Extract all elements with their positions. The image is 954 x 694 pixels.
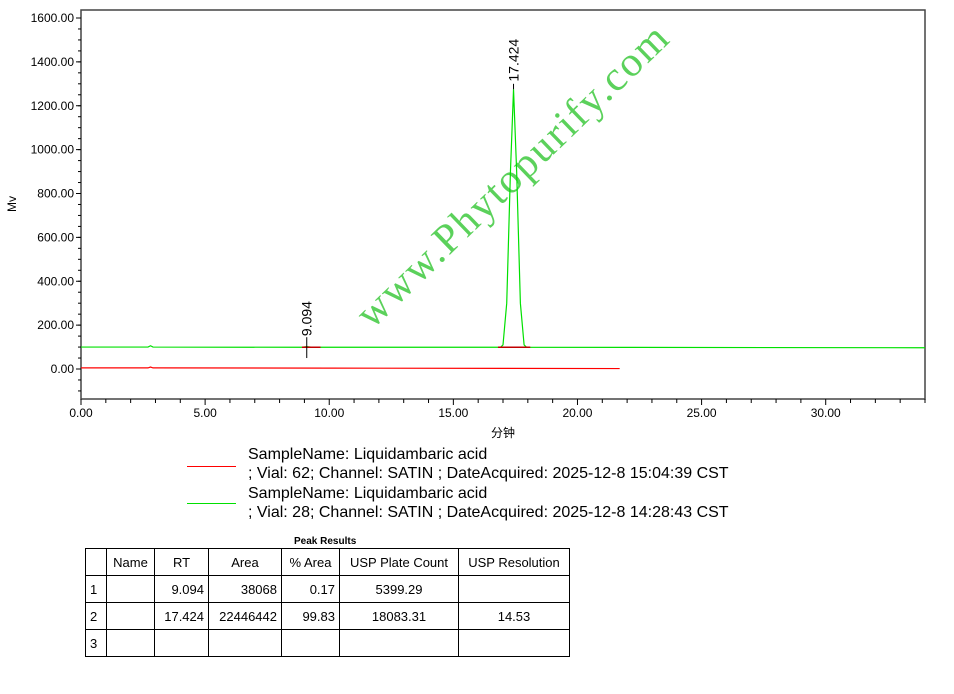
x-tick-label: 5.00 bbox=[193, 406, 217, 420]
table-title: Peak Results bbox=[294, 536, 357, 547]
legend-text: SampleName: Liquidambaric acid bbox=[248, 446, 488, 463]
header-cell: Area bbox=[208, 548, 282, 576]
table-row: 1 9.094 38068 0.17 5399.29 bbox=[85, 575, 570, 603]
x-tick-label: 15.00 bbox=[438, 406, 468, 420]
header-cell: RT bbox=[154, 548, 209, 576]
legend-text: ; Vial: 62; Channel: SATIN ; DateAcquire… bbox=[248, 465, 729, 482]
y-tick-label: 0.00 bbox=[51, 362, 75, 376]
legend-text: SampleName: Liquidambaric acid bbox=[248, 485, 488, 502]
cell bbox=[106, 575, 155, 603]
cell: 5399.29 bbox=[339, 575, 459, 603]
cell: 3 bbox=[85, 629, 107, 657]
peak-label: 9.094 bbox=[299, 301, 315, 336]
x-tick-label: 25.00 bbox=[687, 406, 717, 420]
cell bbox=[106, 602, 155, 630]
cell: 38068 bbox=[208, 575, 282, 603]
y-tick-label: 200.00 bbox=[37, 318, 74, 332]
table-row: 2 17.424 22446442 99.83 18083.31 14.53 bbox=[85, 602, 570, 630]
header-cell: USP Resolution bbox=[458, 548, 570, 576]
cell bbox=[458, 575, 570, 603]
header-cell: Name bbox=[106, 548, 155, 576]
legend-text: ; Vial: 28; Channel: SATIN ; DateAcquire… bbox=[248, 504, 729, 521]
header-cell bbox=[85, 548, 107, 576]
header-cell: USP Plate Count bbox=[339, 548, 459, 576]
cell: 9.094 bbox=[154, 575, 209, 603]
y-tick-label: 1400.00 bbox=[31, 55, 75, 69]
y-tick-label: 400.00 bbox=[37, 274, 74, 288]
cell bbox=[154, 629, 209, 657]
legend-swatch-red bbox=[187, 466, 236, 467]
cell: 0.17 bbox=[281, 575, 340, 603]
header-cell: % Area bbox=[281, 548, 340, 576]
cell bbox=[208, 629, 282, 657]
table-header-row: Name RT Area % Area USP Plate Count USP … bbox=[85, 548, 570, 576]
cell: 1 bbox=[85, 575, 107, 603]
series-line-0 bbox=[81, 366, 620, 370]
x-tick-label: 30.00 bbox=[811, 406, 841, 420]
y-tick-label: 600.00 bbox=[37, 230, 74, 244]
y-axis-label: Mv bbox=[5, 196, 19, 212]
y-tick-label: 1000.00 bbox=[31, 143, 75, 157]
y-tick-label: 1600.00 bbox=[31, 11, 75, 25]
cell: 18083.31 bbox=[339, 602, 459, 630]
peak-label: 17.424 bbox=[506, 39, 522, 82]
y-tick-label: 800.00 bbox=[37, 187, 74, 201]
cell bbox=[458, 629, 570, 657]
cell: 2 bbox=[85, 602, 107, 630]
cell bbox=[339, 629, 459, 657]
series-line-1 bbox=[81, 89, 926, 349]
legend-swatch-green bbox=[187, 503, 236, 504]
x-tick-label: 0.00 bbox=[69, 406, 93, 420]
x-axis-label: 分钟 bbox=[491, 425, 515, 440]
table-row: 3 bbox=[85, 629, 570, 657]
cell bbox=[281, 629, 340, 657]
cell: 99.83 bbox=[281, 602, 340, 630]
cell: 17.424 bbox=[154, 602, 209, 630]
x-tick-label: 10.00 bbox=[314, 406, 344, 420]
x-tick-label: 20.00 bbox=[562, 406, 592, 420]
y-tick-label: 1200.00 bbox=[31, 99, 75, 113]
cell: 14.53 bbox=[458, 602, 570, 630]
cell: 22446442 bbox=[208, 602, 282, 630]
peak-results-table: Name RT Area % Area USP Plate Count USP … bbox=[85, 548, 570, 657]
cell bbox=[106, 629, 155, 657]
